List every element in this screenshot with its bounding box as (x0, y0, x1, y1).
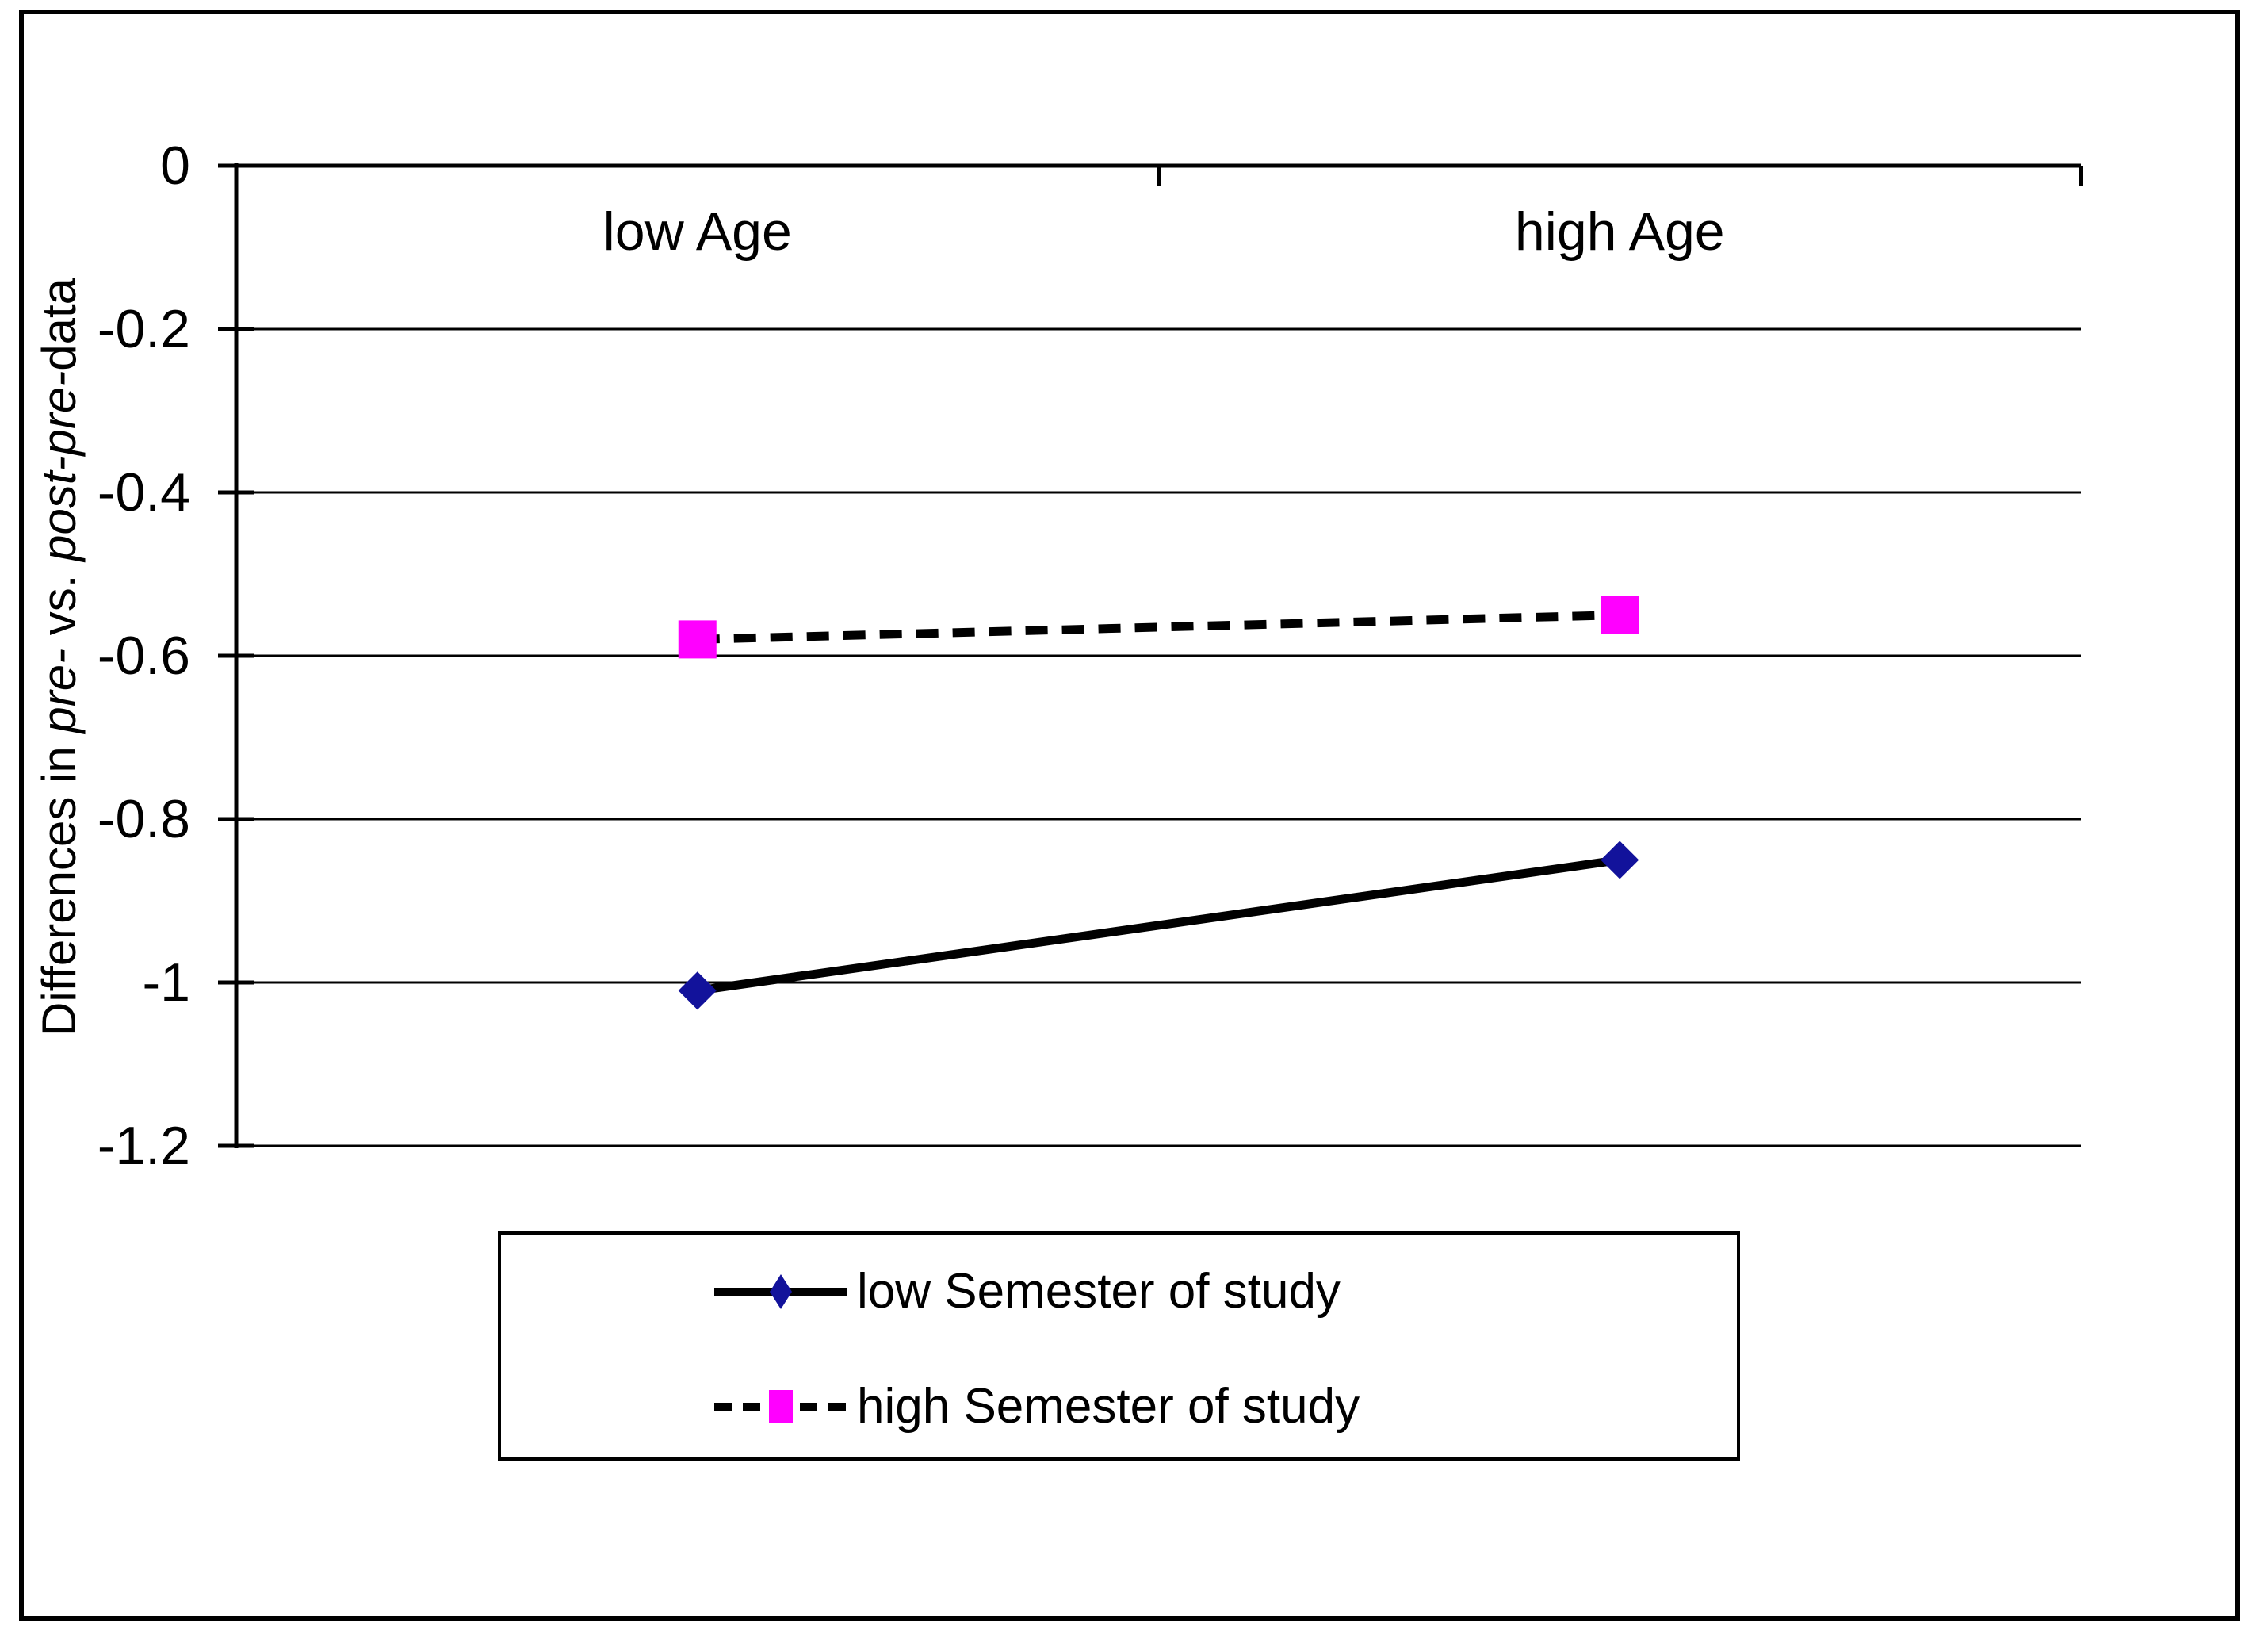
square-marker (678, 620, 717, 659)
y-axis-title-segment: pre- (33, 648, 86, 733)
y-tick-label: -0.2 (97, 299, 190, 359)
legend-entry-high-semester: high Semester of study (501, 1371, 1737, 1442)
y-tick-label: 0 (160, 136, 190, 196)
legend-entry-low-semester: low Semester of study (501, 1256, 1737, 1327)
series-line-high-semester (697, 611, 1620, 644)
category-label-low-age: low Age (602, 201, 792, 262)
legend-label: low Semester of study (857, 1264, 1341, 1319)
y-axis-title-segment: post-pre- (33, 370, 86, 561)
y-axis-title-segment: data (33, 278, 86, 371)
category-label-high-age: high Age (1514, 201, 1725, 262)
legend-label: high Semester of study (857, 1379, 1360, 1434)
y-tick-label: -0.4 (97, 462, 190, 523)
y-tick-label: -1 (142, 952, 190, 1013)
legend-sample (714, 1274, 847, 1309)
y-axis-title: Differences in pre- vs. post-pre-data (28, 182, 91, 1133)
series-line-low-semester (696, 856, 1621, 995)
y-tick-label: -1.2 (97, 1116, 190, 1176)
diamond-marker (678, 971, 717, 1010)
legend-sample (714, 1390, 847, 1423)
square-marker (1601, 596, 1639, 634)
diamond-marker (770, 1274, 792, 1309)
y-tick-label: -0.8 (97, 789, 190, 849)
diamond-marker (1601, 841, 1639, 879)
legend: low Semester of study high Semester of st… (498, 1231, 1740, 1461)
square-marker (769, 1390, 793, 1423)
y-axis-title-segment: Differences in (33, 733, 86, 1037)
y-axis-title-segment: vs. (33, 561, 86, 649)
y-tick-label: -0.6 (97, 626, 190, 686)
figure-frame (19, 10, 2240, 1621)
